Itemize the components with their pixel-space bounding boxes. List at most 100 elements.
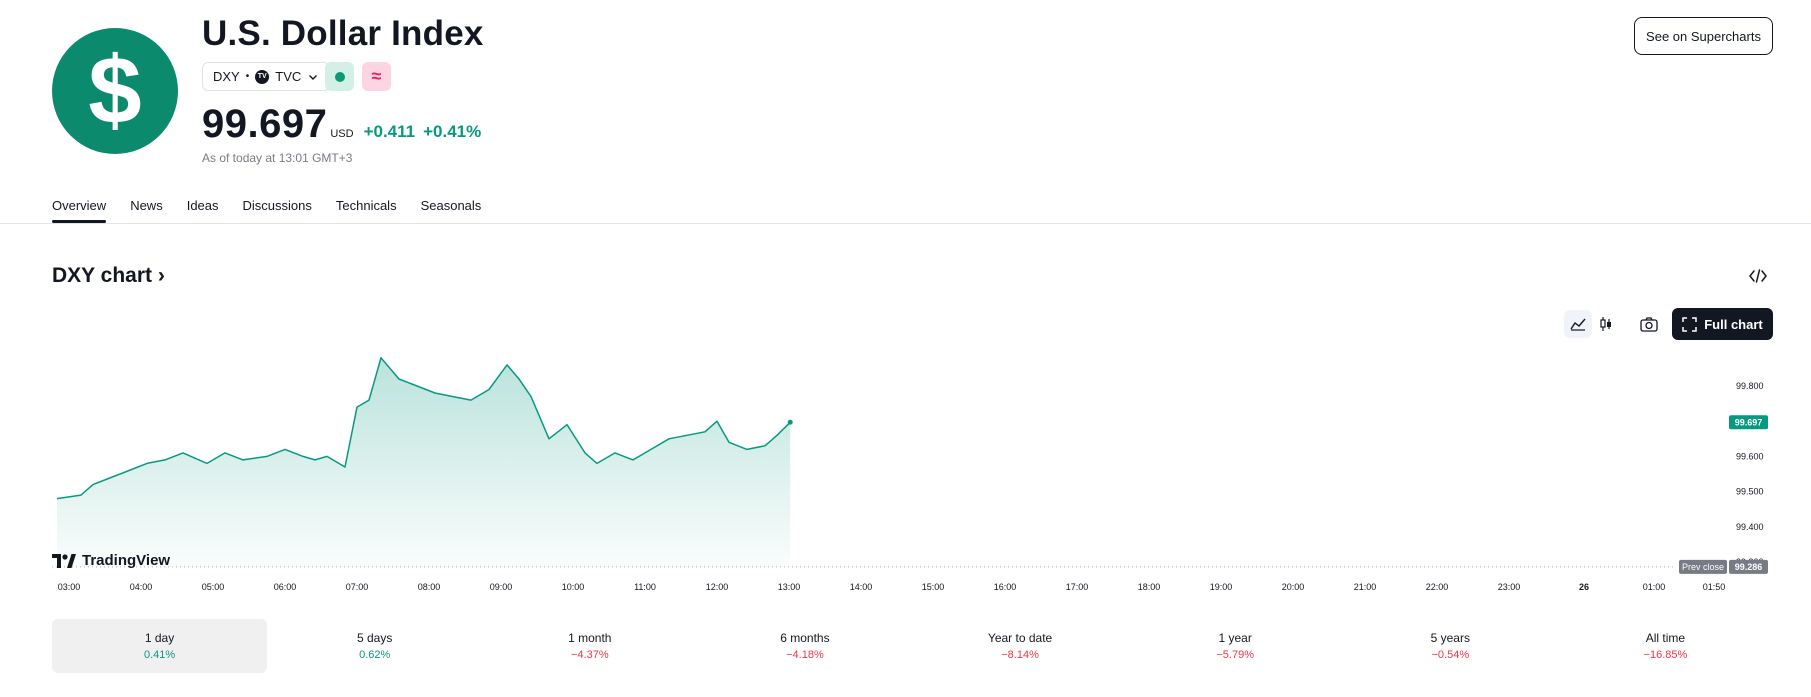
- x-axis-tick: 21:00: [1354, 582, 1377, 592]
- y-axis-tick: 99.500: [1736, 487, 1764, 497]
- period-label: 1 day: [144, 631, 175, 645]
- market-open-dot-icon[interactable]: [325, 62, 354, 91]
- period-label: 1 month: [568, 631, 612, 645]
- chevron-down-icon: [309, 74, 318, 80]
- x-axis-tick: 22:00: [1426, 582, 1449, 592]
- prev-close-label: Prev close: [1682, 562, 1724, 572]
- area-chart-icon[interactable]: [1564, 310, 1592, 338]
- dollar-sign-icon: $: [88, 45, 141, 137]
- candlestick-icon[interactable]: [1592, 310, 1620, 338]
- change-absolute: +0.411: [363, 122, 416, 141]
- period-change: −4.37%: [571, 649, 609, 661]
- tab-ideas[interactable]: Ideas: [186, 198, 219, 213]
- tradingview-logo-icon: [52, 553, 76, 568]
- svg-text:$: $: [88, 45, 141, 137]
- tab-technicals[interactable]: Technicals: [335, 198, 397, 213]
- change-percent: +0.41%: [423, 122, 482, 141]
- period-label: All time: [1645, 631, 1686, 645]
- current-price-tag: [1729, 415, 1768, 430]
- x-axis-tick: 15:00: [922, 582, 945, 592]
- x-axis-tick: 16:00: [994, 582, 1017, 592]
- last-price-dot: [787, 419, 793, 425]
- x-axis-tick: 08:00: [418, 582, 441, 592]
- tab-divider: [0, 223, 1811, 224]
- symbol-exchange-selector[interactable]: DXY • TV TVC: [202, 62, 331, 91]
- tab-discussions[interactable]: Discussions: [242, 198, 312, 213]
- x-axis-tick: 03:00: [58, 582, 81, 592]
- prev-close-value-tag: [1729, 559, 1768, 574]
- period-change: 0.62%: [359, 649, 391, 661]
- prev-close-tag: [1679, 559, 1727, 574]
- x-axis-tick: 23:00: [1498, 582, 1521, 592]
- x-axis-tick: 19:00: [1210, 582, 1233, 592]
- last-price: 99.697: [202, 102, 328, 146]
- code-icon[interactable]: [1749, 268, 1767, 284]
- camera-icon[interactable]: [1635, 310, 1663, 338]
- period-6-months[interactable]: 6 months −4.18%: [697, 619, 912, 673]
- period-change: −8.14%: [1001, 649, 1039, 661]
- period-change: −4.18%: [786, 649, 824, 661]
- price-area: [57, 357, 791, 567]
- x-axis-tick: 20:00: [1282, 582, 1305, 592]
- period-change: −16.85%: [1643, 649, 1688, 661]
- period-year-to-date[interactable]: Year to date −8.14%: [913, 619, 1128, 673]
- period-change: −0.54%: [1431, 649, 1470, 661]
- brand-text: TradingView: [82, 552, 171, 569]
- tab-overview[interactable]: Overview: [52, 198, 118, 223]
- prev-close-value: 99.286: [1735, 562, 1763, 572]
- chart-style-toggle: [1564, 310, 1624, 338]
- tradingview-icon: TV: [255, 69, 270, 84]
- x-axis-tick: 05:00: [202, 582, 225, 592]
- period-1-year[interactable]: 1 year −5.79%: [1128, 619, 1343, 673]
- x-axis-tick: 07:00: [346, 582, 369, 592]
- see-on-supercharts-button[interactable]: See on Supercharts: [1634, 17, 1773, 55]
- price-line: [56, 357, 791, 500]
- x-axis-tick: 01:50: [1703, 582, 1726, 592]
- tab-news[interactable]: News: [130, 198, 163, 213]
- tab-seasonals[interactable]: Seasonals: [420, 198, 482, 213]
- x-axis-tick: 06:00: [274, 582, 297, 592]
- period-label: Year to date: [987, 631, 1053, 645]
- x-axis-tick: 12:00: [706, 582, 729, 592]
- tradingview-brand: TradingView: [52, 552, 170, 569]
- x-axis-tick: 13:00: [778, 582, 801, 592]
- y-axis-tick: 99.400: [1736, 522, 1764, 532]
- x-axis-tick: 04:00: [130, 582, 153, 592]
- fullscreen-icon: [1682, 316, 1697, 332]
- approx-icon[interactable]: ≈: [362, 62, 391, 91]
- x-axis-tick: 17:00: [1066, 582, 1089, 592]
- symbol-logo: $: [52, 28, 178, 154]
- period-5-years[interactable]: 5 years −0.54%: [1343, 619, 1558, 673]
- period-label: 5 years: [1430, 631, 1470, 645]
- period-performance-bar: 1 day 0.41% 5 days 0.62% 1 month −4.37% 6 mont…: [52, 619, 1773, 673]
- as-of-timestamp: As of today at 13:01 GMT+3: [202, 151, 353, 165]
- full-chart-label: Full chart: [1704, 316, 1763, 332]
- x-axis-tick: 26: [1579, 582, 1589, 592]
- symbol-label: DXY: [213, 69, 240, 84]
- x-axis-tick: 10:00: [562, 582, 585, 592]
- x-axis-tick: 11:00: [634, 582, 656, 592]
- exchange-label: TVC: [275, 69, 302, 84]
- price-chart[interactable]: 99.80099.70099.60099.50099.40099.30099.6…: [0, 340, 1811, 600]
- period-5-days[interactable]: 5 days 0.62%: [267, 619, 482, 673]
- x-axis-tick: 01:00: [1643, 582, 1666, 592]
- chevron-right-icon: ›: [152, 264, 165, 287]
- y-axis-tick: 99.800: [1736, 381, 1764, 391]
- period-change: −5.79%: [1216, 649, 1254, 661]
- separator-dot: •: [245, 71, 250, 82]
- chart-title-text: DXY chart: [52, 264, 152, 287]
- period-label: 1 year: [1218, 631, 1252, 645]
- current-price-label: 99.697: [1735, 417, 1763, 427]
- x-axis-tick: 14:00: [850, 582, 873, 592]
- period-label: 6 months: [780, 631, 830, 645]
- period-1-day[interactable]: 1 day 0.41%: [52, 619, 268, 673]
- x-axis-tick: 18:00: [1138, 582, 1161, 592]
- x-axis-tick: 09:00: [490, 582, 513, 592]
- period-change: 0.41%: [143, 649, 176, 661]
- period-all-time[interactable]: All time −16.85%: [1558, 619, 1773, 673]
- full-chart-button[interactable]: Full chart: [1672, 308, 1773, 340]
- page-title: U.S. Dollar Index: [202, 14, 484, 53]
- chart-section-title[interactable]: DXY chart ›: [52, 264, 165, 288]
- period-1-month[interactable]: 1 month −4.37%: [482, 619, 697, 673]
- currency-label: USD: [330, 128, 354, 140]
